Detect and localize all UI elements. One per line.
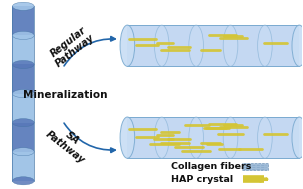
Ellipse shape — [120, 25, 135, 66]
Ellipse shape — [292, 25, 303, 66]
Bar — [12, 152, 34, 181]
Bar — [12, 6, 34, 181]
Ellipse shape — [155, 117, 169, 158]
Ellipse shape — [12, 119, 34, 127]
Bar — [127, 117, 299, 158]
Ellipse shape — [189, 117, 203, 158]
Ellipse shape — [12, 148, 34, 156]
Ellipse shape — [120, 117, 135, 158]
Bar — [12, 64, 34, 94]
Text: Mineralization: Mineralization — [23, 90, 108, 99]
Text: Collagen fibers: Collagen fibers — [171, 162, 251, 171]
Ellipse shape — [155, 25, 169, 66]
Ellipse shape — [12, 2, 34, 10]
Bar — [242, 163, 268, 170]
Bar — [12, 94, 34, 123]
Ellipse shape — [12, 60, 34, 69]
Ellipse shape — [12, 31, 34, 40]
Bar — [12, 6, 34, 35]
Bar — [12, 35, 34, 64]
Ellipse shape — [12, 177, 34, 185]
Ellipse shape — [189, 25, 203, 66]
Ellipse shape — [292, 117, 303, 158]
Text: HAP crystal: HAP crystal — [171, 175, 233, 184]
Bar — [127, 25, 299, 66]
Text: SA
Pathway: SA Pathway — [44, 119, 94, 165]
Ellipse shape — [258, 25, 272, 66]
Ellipse shape — [223, 117, 238, 158]
Text: Regular
Pathway: Regular Pathway — [47, 24, 97, 70]
Ellipse shape — [258, 117, 272, 158]
Ellipse shape — [223, 25, 238, 66]
Bar — [12, 123, 34, 152]
Ellipse shape — [12, 90, 34, 98]
